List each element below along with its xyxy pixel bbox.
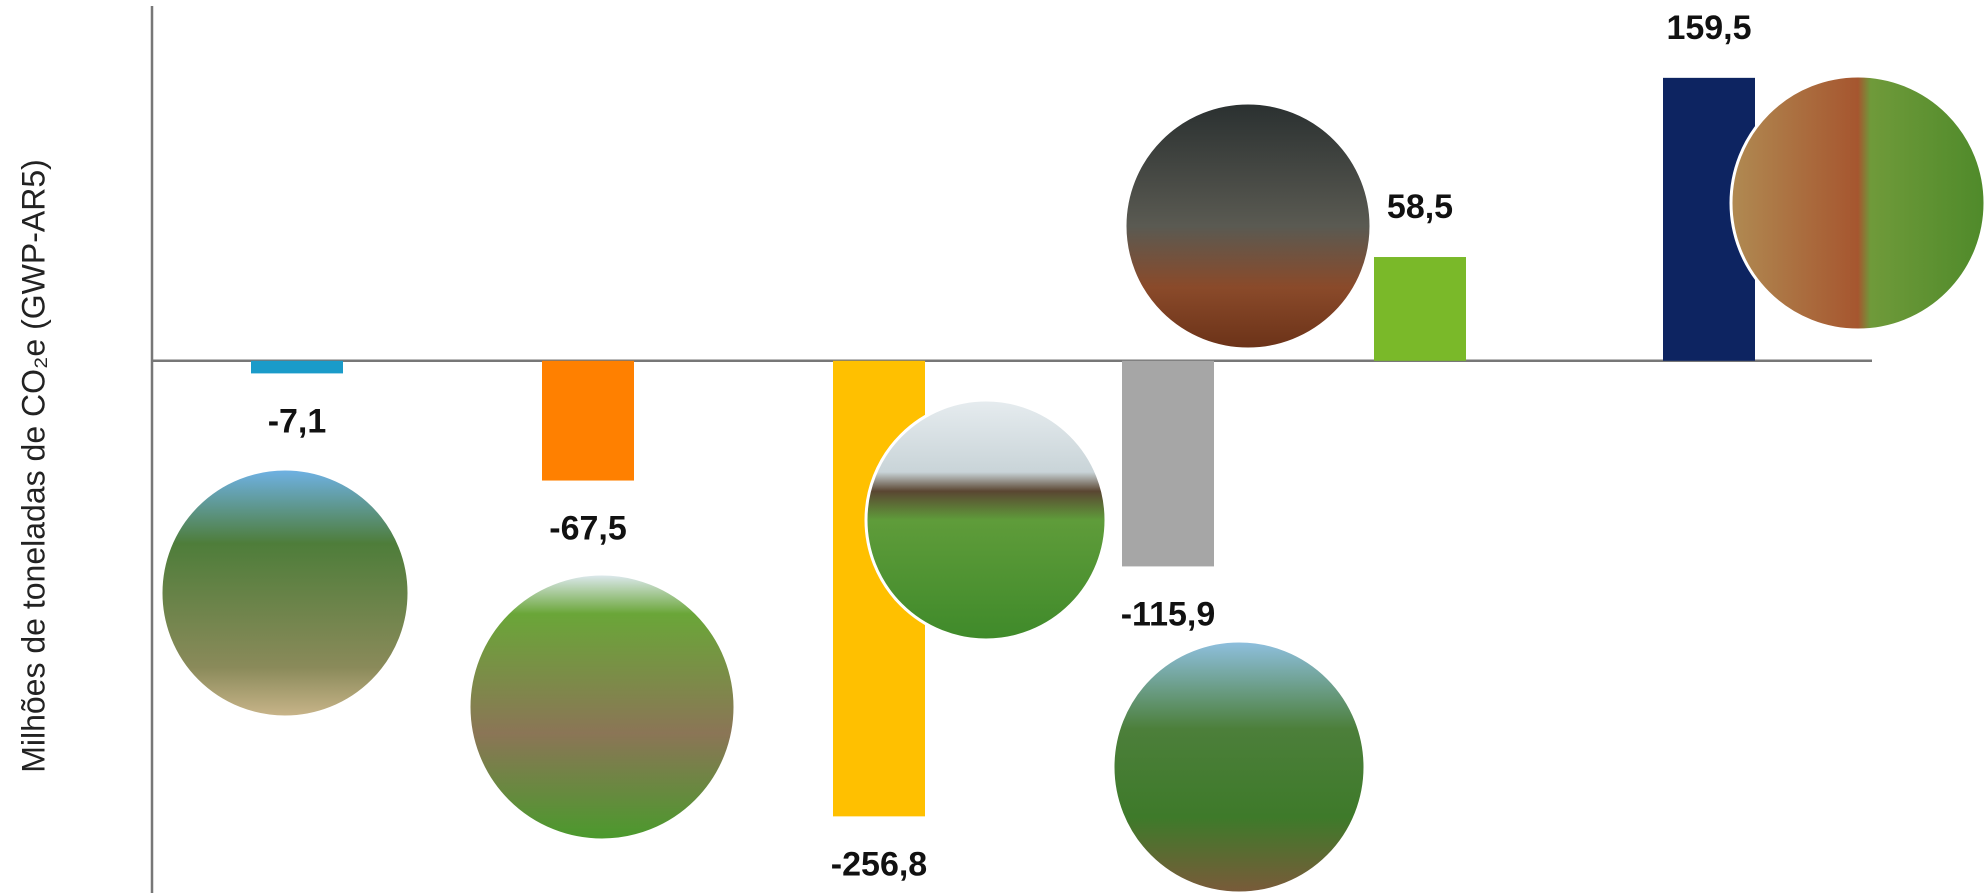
value-label: -7,1 <box>268 402 327 440</box>
value-label: 58,5 <box>1387 188 1453 226</box>
value-label: -115,9 <box>1121 595 1216 633</box>
photo-degraded-pasture <box>1729 74 1987 332</box>
value-label: 159,5 <box>1666 9 1751 47</box>
bar <box>251 360 343 374</box>
bar <box>1374 257 1466 361</box>
plot: -7,1 -67,5 -256,8 -115,9 58,5 159,5 <box>150 6 1872 893</box>
photo-integration <box>1111 639 1367 894</box>
photo-crop <box>467 572 737 842</box>
y-axis-label: Milhões de toneladas de CO₂e (GWP-AR5) <box>15 159 51 773</box>
photos <box>159 74 1987 894</box>
photo-tractor <box>1123 101 1373 351</box>
photo-pasture <box>864 398 1108 642</box>
value-label: -67,5 <box>549 510 627 548</box>
bar <box>542 360 634 481</box>
value-label: -256,8 <box>831 845 927 883</box>
bar <box>1122 360 1214 567</box>
photo-forest <box>159 467 411 719</box>
